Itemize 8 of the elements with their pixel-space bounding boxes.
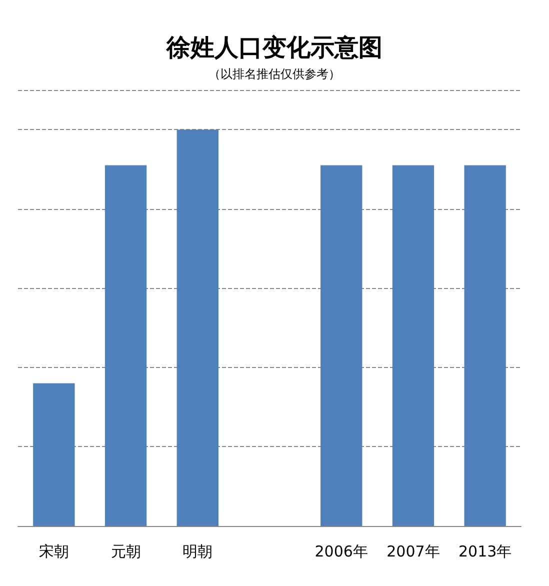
x-tick-label: 2013年 [458,542,512,560]
x-tick-label: 元朝 [110,542,141,560]
x-tick-label: 2006年 [314,542,368,560]
chart-title: 徐姓人口变化示意图 [166,32,382,62]
chart-subtitle: （以排名推估仅供参考） [208,67,340,81]
x-tick-label: 2007年 [386,542,440,560]
x-tick-label: 明朝 [182,542,213,560]
x-tick-label: 宋朝 [38,542,69,560]
